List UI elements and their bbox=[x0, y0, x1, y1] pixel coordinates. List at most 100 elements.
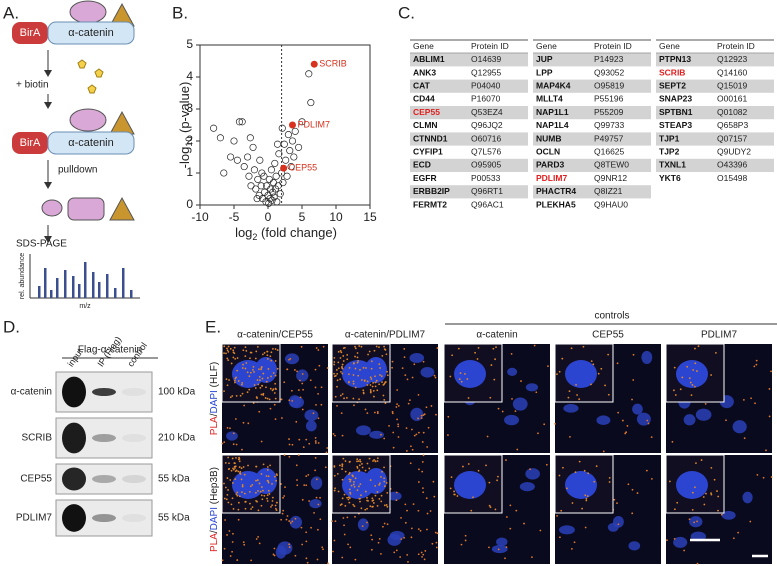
nucleus bbox=[732, 420, 747, 434]
pla-dot bbox=[281, 417, 283, 419]
inset-dot bbox=[233, 346, 236, 349]
gene-cell: SCRIB bbox=[659, 67, 685, 77]
point bbox=[274, 182, 282, 190]
point bbox=[287, 163, 295, 171]
spectrum-peak bbox=[114, 288, 117, 298]
inset-dot bbox=[232, 468, 235, 471]
pla-dot bbox=[505, 546, 508, 549]
inset-dot bbox=[575, 384, 577, 386]
inset-dot bbox=[336, 385, 338, 388]
inset-dot bbox=[333, 474, 336, 477]
pla-dot bbox=[310, 526, 313, 529]
point bbox=[282, 156, 290, 164]
pla-dot bbox=[397, 425, 400, 428]
inset-dot bbox=[370, 378, 373, 380]
pla-dot bbox=[286, 515, 289, 517]
pla-dot bbox=[409, 445, 412, 448]
pla-dot bbox=[280, 518, 283, 521]
inset-nucleus bbox=[365, 357, 387, 383]
inset-nucleus bbox=[454, 471, 486, 499]
spectrum-peak bbox=[92, 272, 95, 298]
pla-dot bbox=[427, 426, 430, 429]
inset-dot bbox=[339, 378, 342, 381]
gene-cell: NAP1L1 bbox=[536, 107, 569, 117]
pla-dot bbox=[510, 353, 513, 355]
row-shade bbox=[410, 158, 528, 172]
pla-dot bbox=[755, 359, 758, 362]
pla-dot bbox=[327, 562, 329, 565]
pla-dot bbox=[370, 534, 373, 537]
inset-dot bbox=[358, 469, 361, 472]
inset-dot bbox=[562, 466, 564, 469]
inset-dot bbox=[343, 493, 346, 496]
inset-dot bbox=[578, 398, 581, 401]
inset-dot bbox=[360, 379, 363, 381]
inset-dot bbox=[238, 495, 241, 498]
inset-dot bbox=[238, 466, 241, 468]
pla-dot bbox=[373, 411, 376, 414]
pla-dot bbox=[291, 520, 294, 523]
inset-dot bbox=[341, 463, 344, 466]
inset-dot bbox=[561, 357, 564, 360]
inset-nucleus bbox=[676, 360, 708, 388]
inset-dot bbox=[239, 394, 242, 397]
size-label: 55 kDa bbox=[158, 513, 190, 524]
gene-cell: TJP2 bbox=[659, 146, 680, 156]
pla-dot bbox=[621, 419, 624, 422]
inset-dot bbox=[259, 490, 262, 493]
inset-dot bbox=[253, 371, 255, 373]
inset-dot bbox=[570, 347, 573, 350]
inset-dot bbox=[376, 460, 379, 462]
id-cell: P16070 bbox=[471, 94, 501, 104]
pla-dot bbox=[247, 422, 250, 425]
protein-label: SCRIB bbox=[21, 433, 52, 444]
inset-dot bbox=[337, 367, 340, 370]
inset-dot bbox=[354, 386, 357, 389]
pla-dot bbox=[397, 423, 400, 426]
id-cell: Q16625 bbox=[594, 146, 625, 156]
pla-dot bbox=[631, 488, 634, 491]
pla-dot bbox=[383, 437, 386, 440]
inset-dot bbox=[269, 464, 271, 467]
inset-dot bbox=[474, 351, 476, 354]
inset-dot bbox=[356, 467, 359, 469]
catenin-box bbox=[47, 131, 135, 155]
inset-dot bbox=[585, 497, 588, 500]
nucleus bbox=[389, 530, 405, 541]
id-cell: O15498 bbox=[717, 173, 748, 183]
inset-dot bbox=[262, 489, 264, 492]
inset-dot bbox=[385, 504, 388, 506]
point bbox=[290, 153, 298, 161]
inset-dot bbox=[352, 483, 355, 486]
point bbox=[240, 163, 248, 171]
gene-cell: LPP bbox=[536, 67, 553, 77]
point bbox=[273, 140, 282, 148]
pla-dot bbox=[395, 549, 398, 552]
inset-dot bbox=[490, 364, 493, 366]
row-shade bbox=[533, 132, 651, 146]
inset-dot bbox=[459, 372, 462, 375]
inset-dot bbox=[333, 363, 336, 366]
pla-dot bbox=[319, 496, 321, 499]
pla-dot bbox=[294, 554, 297, 557]
inset-dot bbox=[265, 386, 267, 389]
inset-dot bbox=[375, 379, 378, 382]
point bbox=[235, 118, 243, 126]
inset-dot bbox=[344, 346, 346, 349]
pla-dot bbox=[488, 546, 490, 549]
pla-dot bbox=[514, 410, 517, 413]
inset-dot bbox=[715, 351, 717, 354]
pla-dot bbox=[426, 446, 429, 448]
pla-dot bbox=[295, 464, 298, 467]
inset-dot bbox=[226, 477, 229, 479]
inset-dot bbox=[336, 372, 339, 375]
inset-dot bbox=[234, 470, 237, 473]
pla-dot bbox=[380, 433, 382, 436]
row-shade bbox=[410, 79, 528, 93]
pla-dot bbox=[288, 455, 291, 458]
band bbox=[62, 504, 86, 532]
pla-dot bbox=[673, 538, 676, 540]
pla-dot bbox=[396, 418, 398, 421]
nucleus bbox=[387, 491, 402, 501]
nucleus bbox=[636, 412, 651, 426]
